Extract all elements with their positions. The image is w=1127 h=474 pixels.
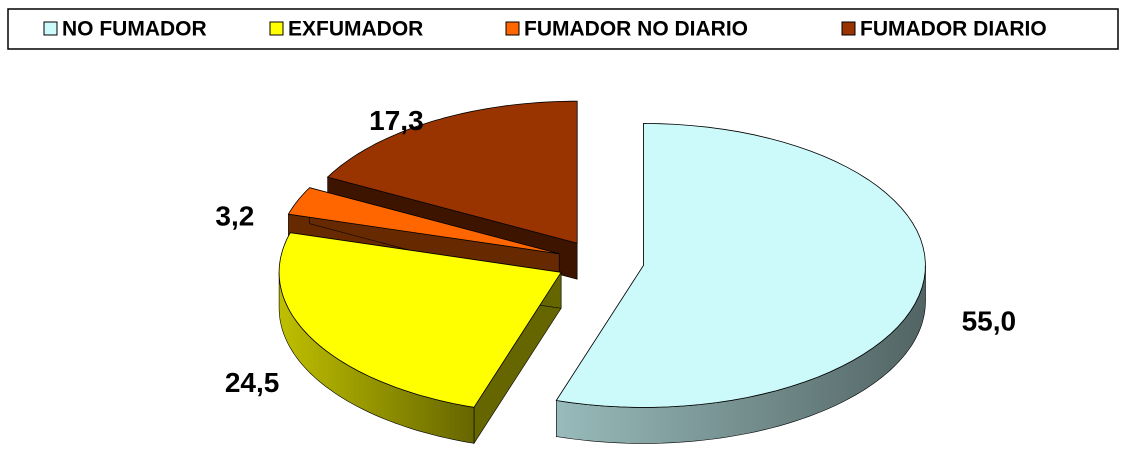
pie-slice — [326, 100, 578, 244]
data-label: 3,2 — [215, 200, 254, 231]
legend-label: FUMADOR DIARIO — [860, 18, 1047, 41]
legend-swatch — [269, 21, 284, 36]
legend-box — [7, 8, 1119, 50]
legend-label: FUMADOR NO DIARIO — [524, 18, 748, 41]
pie-slice — [278, 232, 562, 408]
legend-swatch — [841, 21, 856, 36]
legend-swatch — [505, 21, 520, 36]
legend-label: NO FUMADOR — [62, 18, 207, 41]
data-label: 24,5 — [225, 367, 280, 398]
legend-swatch — [43, 21, 58, 36]
legend-label: EXFUMADOR — [288, 18, 423, 41]
pie-slice — [555, 122, 926, 408]
data-label: 55,0 — [962, 305, 1017, 336]
pie-slice — [287, 187, 560, 255]
data-label: 17,3 — [369, 105, 424, 136]
